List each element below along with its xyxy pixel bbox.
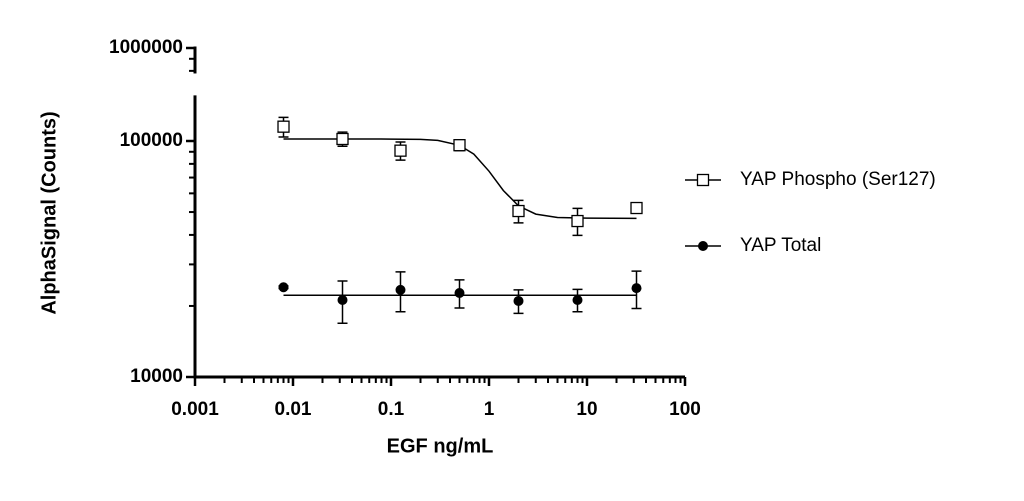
marker bbox=[337, 294, 348, 305]
legend-label: YAP Phospho (Ser127) bbox=[740, 169, 936, 190]
marker bbox=[278, 282, 289, 293]
marker bbox=[453, 139, 466, 152]
y-axis-title: AlphaSignal (Counts) bbox=[38, 111, 60, 314]
legend-marker bbox=[698, 241, 708, 251]
marker bbox=[631, 283, 642, 294]
x-tick-label: 1 bbox=[484, 399, 495, 420]
marker bbox=[277, 120, 290, 133]
fit-curve bbox=[283, 138, 637, 220]
marker bbox=[394, 144, 407, 157]
y-tick-label: 100000 bbox=[120, 130, 183, 151]
x-tick-label: 10 bbox=[576, 399, 597, 420]
x-tick-label: 0.001 bbox=[171, 399, 219, 420]
x-axis-title: EGF ng/mL bbox=[387, 435, 494, 457]
marker bbox=[513, 295, 524, 306]
marker bbox=[630, 201, 643, 215]
marker bbox=[336, 132, 349, 146]
x-tick-label: 0.1 bbox=[378, 399, 405, 420]
x-tick-label: 100 bbox=[669, 399, 701, 420]
y-tick-label: 1000000 bbox=[109, 37, 183, 58]
x-tick-label: 0.01 bbox=[275, 399, 312, 420]
marker bbox=[572, 294, 583, 305]
y-tick-label: 10000 bbox=[130, 366, 183, 387]
marker bbox=[395, 284, 406, 295]
marker bbox=[571, 214, 584, 228]
legend-marker bbox=[696, 173, 710, 187]
marker bbox=[454, 287, 465, 298]
legend-label: YAP Total bbox=[740, 235, 821, 256]
marker bbox=[512, 204, 525, 218]
